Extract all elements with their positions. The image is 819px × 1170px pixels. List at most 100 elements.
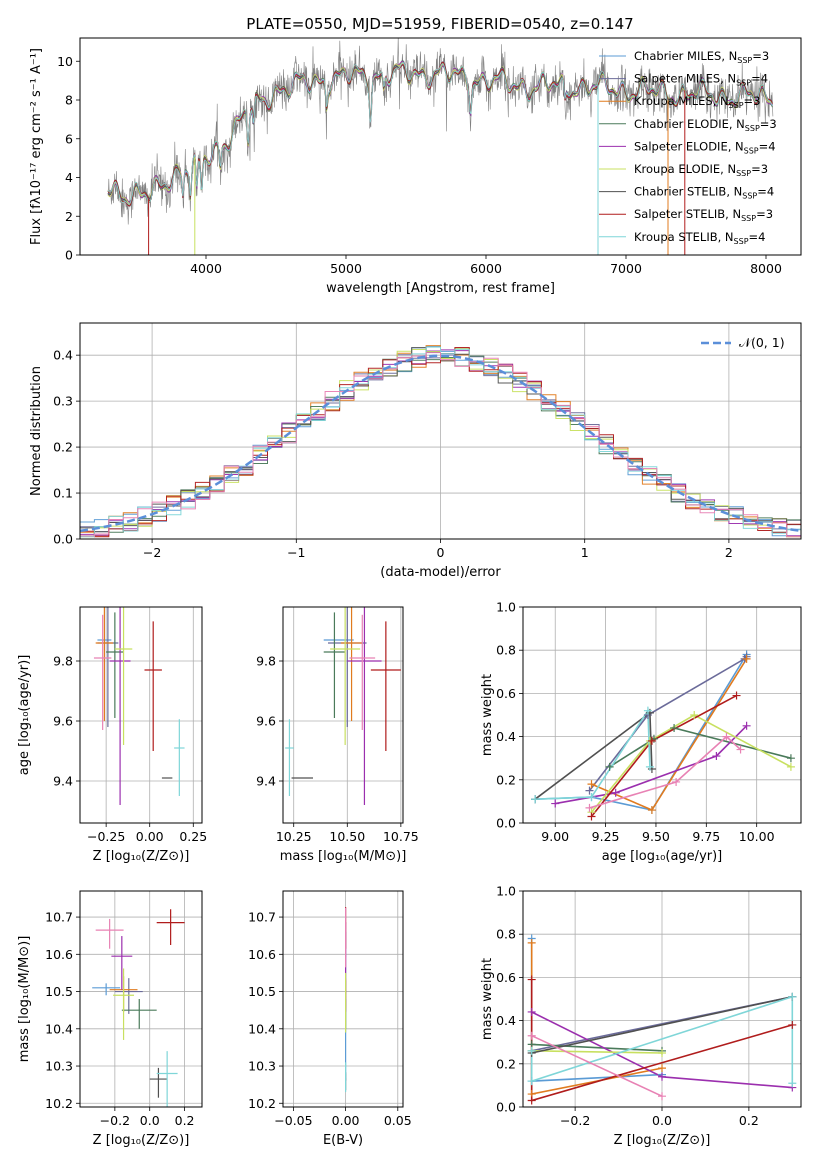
x-tick-label: 10.00 xyxy=(739,829,775,844)
plot-area-mass_vs_ebv xyxy=(283,891,403,1107)
legend-tail: =3 xyxy=(751,162,768,176)
y-tick-label: 9.4 xyxy=(256,774,276,789)
y-tick-label: 0.4 xyxy=(496,729,516,744)
series-line-pink xyxy=(531,1034,663,1097)
y-tick-label: 10 xyxy=(57,54,73,69)
x-tick-label: −0.2 xyxy=(560,1113,590,1128)
x-tick-label: −2 xyxy=(143,545,161,560)
data-point-kroupa_stelib xyxy=(645,762,654,771)
y-tick-label: 1.0 xyxy=(496,884,516,899)
data-point-salpeter_elodie xyxy=(712,752,721,761)
x-tick-label: 0.2 xyxy=(739,1113,759,1128)
legend-entry-kroupa_stelib: Kroupa STELIB, NSSP=4 xyxy=(634,230,765,246)
x-tick-label: 0.05 xyxy=(384,1113,412,1128)
y-tick-label: 0.6 xyxy=(496,970,516,985)
y-tick-label: 0.6 xyxy=(496,686,516,701)
legend-tail: =4 xyxy=(759,139,776,153)
x-tick-label: 0.0 xyxy=(140,1113,160,1128)
legend-subscript: SSP xyxy=(737,56,752,65)
legend-subscript: SSP xyxy=(736,169,751,178)
legend-label: Kroupa STELIB, N xyxy=(634,230,734,244)
data-point-salpeter_stelib xyxy=(732,691,741,700)
legend-tail: =3 xyxy=(760,117,777,131)
y-axis-label: mass weight xyxy=(480,674,495,756)
y-tick-label: 6 xyxy=(65,131,73,146)
x-tick-label: 4000 xyxy=(190,261,222,276)
legend-tail: =3 xyxy=(744,94,761,108)
plot-area-age_vs_mass xyxy=(283,607,403,823)
y-tick-label: 0.2 xyxy=(53,440,73,455)
data-point-chabrier_elodie xyxy=(670,723,679,732)
data-point-kroupa_stelib xyxy=(788,1079,797,1088)
x-tick-label: 0.2 xyxy=(175,1113,195,1128)
data-point-pink xyxy=(527,1031,536,1040)
data-point-pink xyxy=(672,777,681,786)
y-tick-label: 10.4 xyxy=(248,1021,276,1036)
data-point-kroupa_elodie xyxy=(658,1049,666,1057)
y-tick-label: 9.8 xyxy=(256,654,276,669)
y-tick-label: 0.0 xyxy=(496,816,516,831)
plot-area-age_vs_Z xyxy=(80,607,202,823)
legend-entry-kroupa_miles: Kroupa MILES, NSSP=3 xyxy=(634,94,760,110)
panel-residuals: −2 −1 0 1 2 0.0 0.1 0.2 0.3 0.4 (data-model)/error… xyxy=(29,322,802,580)
data-point-pink xyxy=(722,732,731,741)
axes-frame xyxy=(522,606,802,824)
legend-label: Kroupa ELODIE, N xyxy=(634,162,736,176)
figure-title: PLATE=0550, MJD=51959, FIBERID=0540, z=0… xyxy=(246,15,633,33)
x-axis-label: mass [log₁₀(M/M⊙)] xyxy=(280,849,407,864)
x-tick-label: 6000 xyxy=(470,261,502,276)
data-point-kroupa_miles xyxy=(742,654,751,663)
legend-label: Kroupa MILES, N xyxy=(634,94,729,108)
y-tick-label: 0.8 xyxy=(496,927,516,942)
y-tick-label: 0.4 xyxy=(496,1013,516,1028)
data-point-kroupa_stelib xyxy=(531,795,540,804)
legend-entry-salpeter_stelib: Salpeter STELIB, NSSP=3 xyxy=(634,207,773,223)
data-point-kroupa_miles xyxy=(658,1064,666,1073)
legend-label: Chabrier ELODIE, N xyxy=(634,117,745,131)
data-point-chabrier_elodie xyxy=(605,762,614,771)
series-line-chabrier_stelib xyxy=(531,996,793,1054)
panel-spectrum: 4000 5000 6000 7000 8000 0 2 4 6 8 10 wavelength [A… xyxy=(29,37,802,296)
y-tick-label: 2 xyxy=(65,209,73,224)
y-tick-label: 9.6 xyxy=(256,714,276,729)
y-tick-label: 0.3 xyxy=(53,394,73,409)
y-axis-label: mass [log₁₀(M/M⊙)] xyxy=(17,936,32,1063)
data-point-salpeter_elodie xyxy=(527,1007,536,1016)
x-tick-label: 0.25 xyxy=(179,829,207,844)
y-tick-label: 0.4 xyxy=(53,348,73,363)
y-axis-label: Normed distribution xyxy=(29,366,44,496)
series-line-salpeter_miles xyxy=(588,656,748,792)
panel-weight_vs_age: 9.00 9.25 9.50 9.75 10.00 0.0 0.2 0.4 0.6 0.8 1.0 a… xyxy=(480,600,802,864)
x-axis-label: (data-model)/error xyxy=(380,565,501,580)
legend-subscript: SSP xyxy=(745,124,760,133)
y-tick-label: 9.8 xyxy=(53,654,73,669)
y-tick-label: 0.2 xyxy=(496,772,516,787)
data-point-kroupa_miles xyxy=(647,806,656,815)
x-axis-label: age [log₁₀(age/yr)] xyxy=(602,849,723,864)
panel-mass_vs_Z: −0.2 0.0 0.2 10.2 10.3 10.4 10.5 10.6 10.7 Z [log… xyxy=(17,890,203,1148)
x-axis-label: Z [log₁₀(Z/Z⊙)] xyxy=(93,849,190,864)
plot-area-mass_vs_Z xyxy=(80,891,202,1107)
x-tick-label: −1 xyxy=(287,545,305,560)
y-tick-label: 10.7 xyxy=(45,910,73,925)
y-tick-label: 10.5 xyxy=(248,984,276,999)
legend-tail: =4 xyxy=(751,72,768,86)
series-line-kroupa_stelib xyxy=(530,995,794,1084)
plot-area-spectrum xyxy=(107,38,774,255)
x-tick-label: 10.75 xyxy=(383,829,419,844)
data-point-pink xyxy=(736,745,745,754)
x-tick-label: 9.75 xyxy=(692,829,720,844)
panel-age_vs_Z: −0.25 0.00 0.25 9.4 9.6 9.8 Z [log₁₀(Z/Z⊙)] age… xyxy=(17,606,207,864)
residual-histogram-pink xyxy=(80,352,801,538)
data-point-salpeter_elodie xyxy=(551,799,560,808)
x-tick-label: 0.00 xyxy=(332,1113,360,1128)
x-tick-label: −0.25 xyxy=(87,829,125,844)
x-tick-label: −0.05 xyxy=(274,1113,312,1128)
x-tick-label: 10.50 xyxy=(329,829,365,844)
y-tick-label: 9.6 xyxy=(53,714,73,729)
data-point-kroupa_miles xyxy=(527,938,536,947)
data-point-salpeter_stelib xyxy=(587,812,596,821)
legend-tail: =4 xyxy=(749,230,766,244)
legend-entry-chabrier_stelib: Chabrier STELIB, NSSP=4 xyxy=(634,185,774,201)
